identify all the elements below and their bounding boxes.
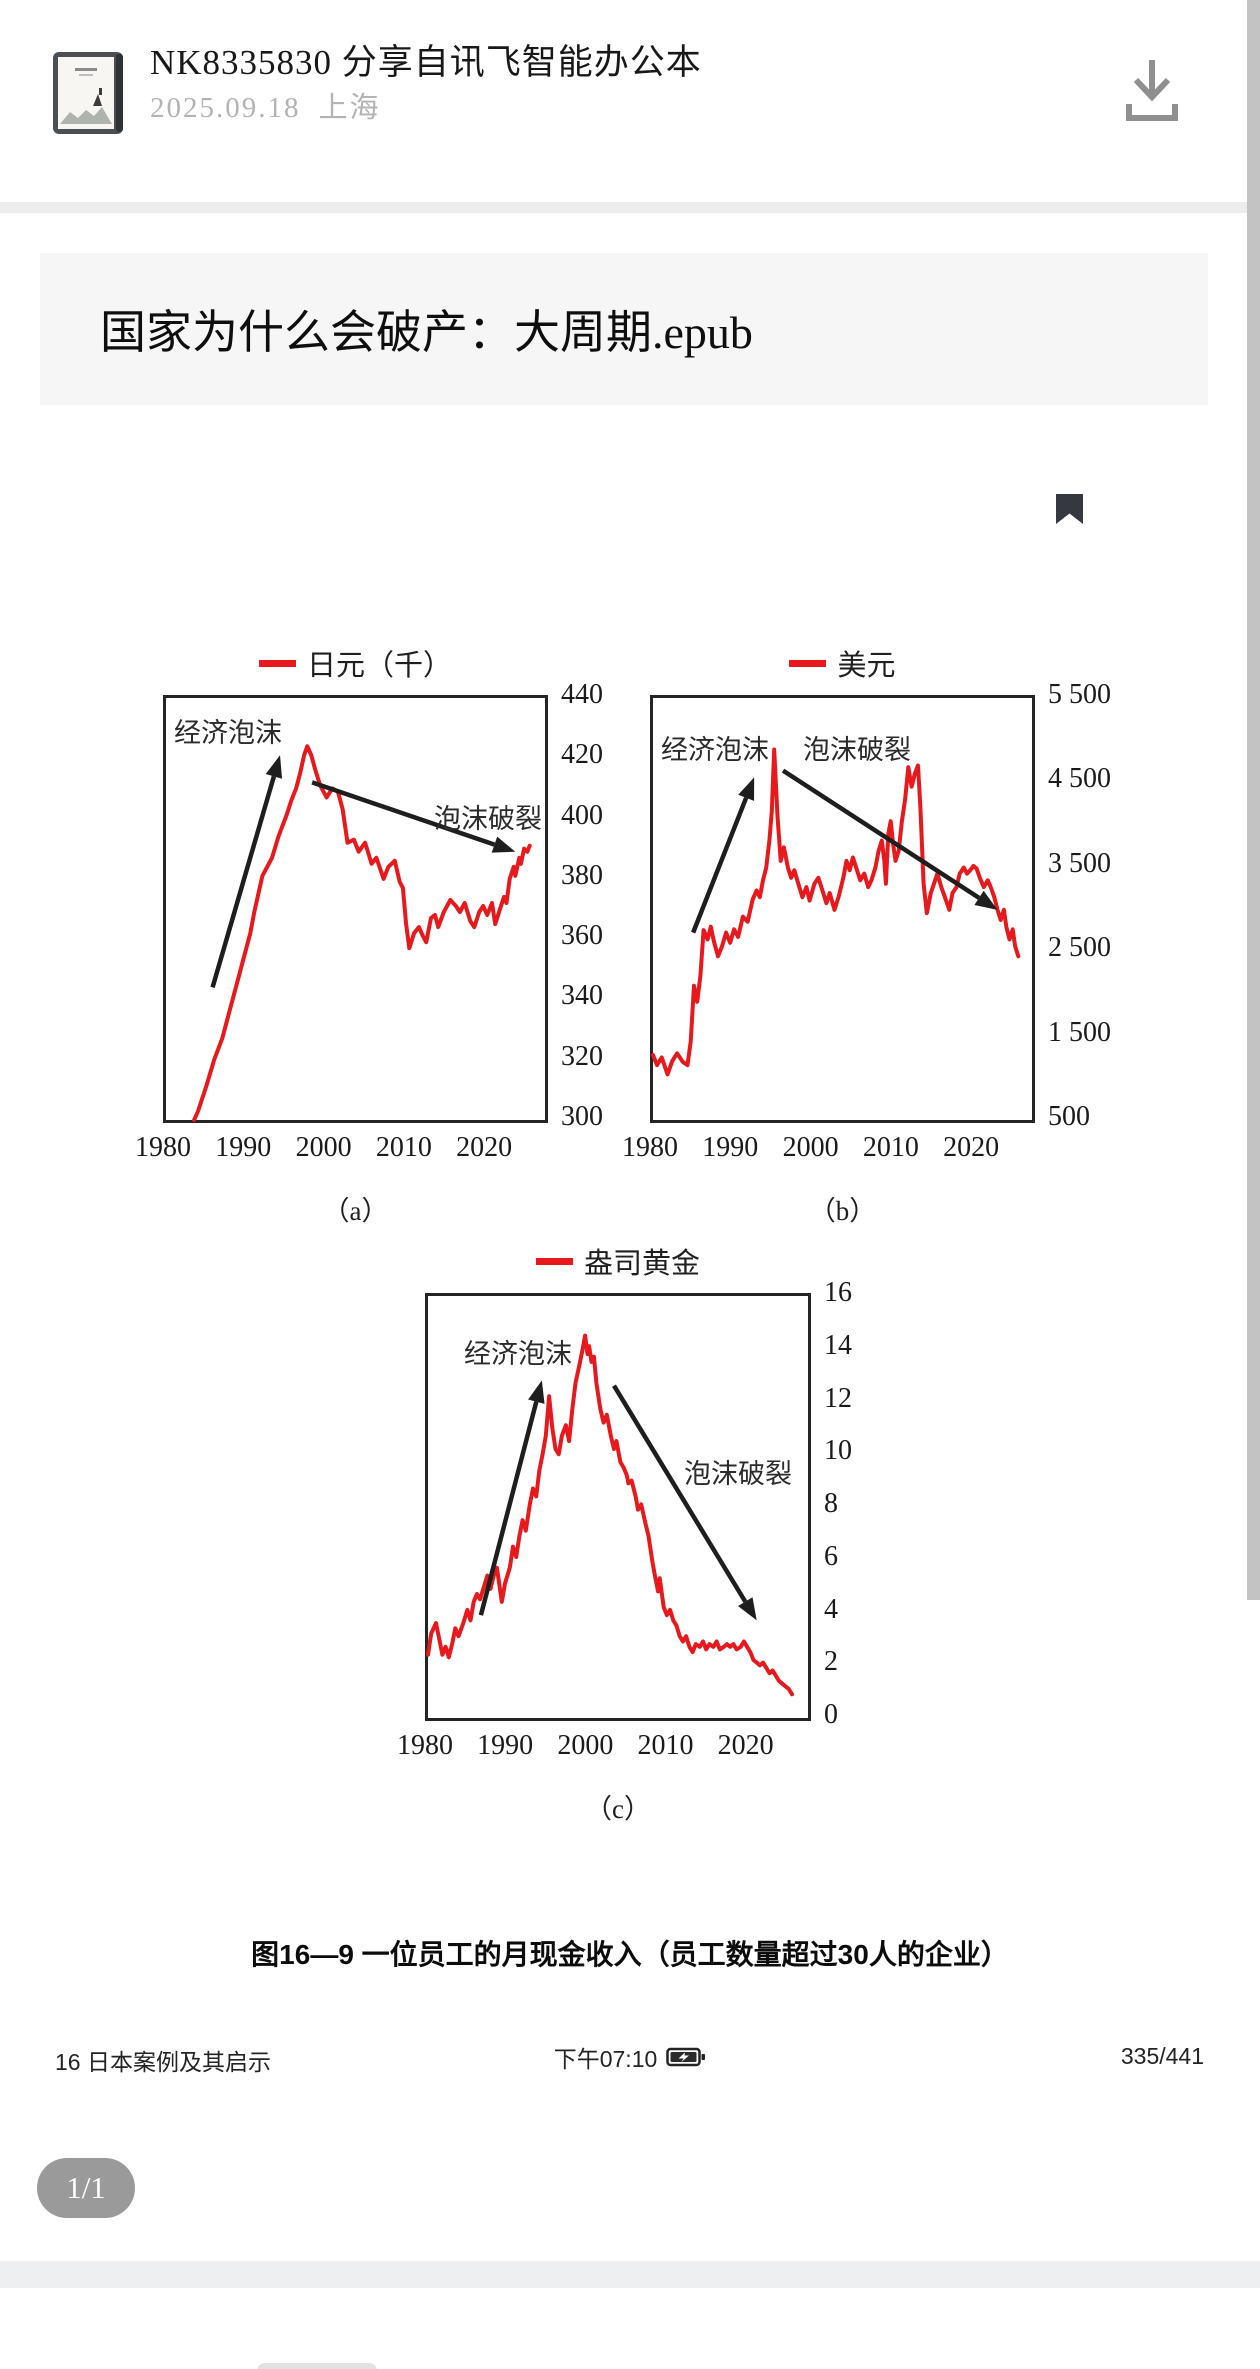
x-tick-label: 1980: [135, 1132, 191, 1163]
chart-b-plot-area: 经济泡沫 泡沫破裂: [650, 695, 1035, 1123]
chart-a-sublabel: （a）: [322, 1196, 389, 1226]
y-tick-label: 360: [561, 920, 603, 952]
x-tick-label: 2020: [717, 1730, 774, 1761]
chart-c-legend-label: 盎司黄金: [583, 1248, 700, 1280]
y-tick-label: 8: [824, 1488, 838, 1519]
x-tick-label: 2010: [862, 1132, 919, 1163]
share-date: 2025.09.18: [150, 92, 301, 124]
y-tick-label: 5 500: [1048, 679, 1111, 710]
chart-b-line-plot: [651, 747, 1021, 1077]
red-line-legend-marker: [258, 659, 296, 667]
chart-b-legend: 美元: [650, 647, 1035, 682]
x-tick-label: 1990: [477, 1730, 534, 1761]
chart-c-line-plot: [426, 1333, 794, 1697]
y-tick-label: 2: [824, 1646, 838, 1678]
annotation-economic-bubble: 经济泡沫: [464, 1339, 572, 1369]
battery-icon: [666, 2047, 706, 2067]
y-tick-label: 4 500: [1048, 763, 1111, 795]
y-tick-label: 10: [824, 1435, 852, 1467]
bottom-divider: [0, 2261, 1260, 2288]
y-tick-label: 380: [561, 859, 603, 891]
y-tick-label: 500: [1048, 1101, 1090, 1132]
bottom-sheet-edge: [257, 2363, 377, 2369]
page-indicator-badge: 1/1: [37, 2158, 135, 2218]
y-tick-label: 1 500: [1048, 1016, 1111, 1048]
x-tick-label: 2000: [557, 1730, 614, 1761]
annotation-economic-bubble: 经济泡沫: [174, 718, 282, 748]
red-line-legend-marker: [535, 1257, 573, 1265]
y-tick-label: 420: [561, 739, 603, 771]
chart-a-x-axis: 1980 1990 2000 2010 2020: [135, 1132, 548, 1168]
y-tick-label: 2 500: [1048, 932, 1111, 964]
chart-c-legend: 盎司黄金: [425, 1245, 811, 1280]
x-tick-label: 2010: [637, 1730, 694, 1761]
chart-b-sublabel: （b）: [808, 1196, 877, 1226]
reader-footer: 16 日本案例及其启示 下午07:10 335/441: [0, 2040, 1260, 2075]
y-tick-label: 6: [824, 1540, 838, 1572]
chart-a-legend-label: 日元（千）: [306, 650, 452, 682]
chart-c-x-axis: 1980 1990 2000 2010 2020: [397, 1730, 811, 1766]
x-tick-label: 2000: [782, 1132, 839, 1163]
y-tick-label: 12: [824, 1382, 852, 1414]
chart-b-usd: 美元 经济泡沫 泡沫破裂 5 500 4 500 3 500 2 500 1 500 50…: [622, 650, 1111, 1226]
download-icon[interactable]: [1116, 52, 1188, 130]
y-tick-label: 3 500: [1048, 847, 1111, 879]
chart-c-plot-area: 经济泡沫 泡沫破裂: [425, 1293, 811, 1721]
chart-b-legend-label: 美元: [837, 650, 896, 682]
device-thumbnail[interactable]: [48, 50, 128, 136]
share-header: NK8335830 分享自讯飞智能办公本 2025.09.18 上海: [0, 0, 1260, 202]
x-tick-label: 2020: [456, 1132, 513, 1163]
y-tick-label: 0: [824, 1699, 838, 1730]
x-tick-label: 2020: [943, 1132, 1000, 1163]
chart-a-line-plot: [192, 744, 532, 1122]
file-title: 国家为什么会破产：大周期.epub: [100, 307, 753, 358]
x-tick-label: 1990: [215, 1132, 272, 1163]
y-tick-label: 16: [824, 1277, 852, 1308]
footer-center: 下午07:10: [0, 2040, 1260, 2074]
chart-a-plot-area: 经济泡沫 泡沫破裂: [163, 695, 548, 1123]
share-title: NK8335830 分享自讯飞智能办公本: [150, 43, 702, 82]
chart-a-legend: 日元（千）: [163, 647, 548, 682]
x-tick-label: 2000: [295, 1132, 352, 1163]
y-tick-label: 440: [561, 679, 603, 710]
chart-c-y-axis: 16 14 12 10 8 6 4 2 0: [824, 1277, 944, 1730]
y-tick-label: 320: [561, 1040, 603, 1072]
annotation-bubble-burst: 泡沫破裂: [684, 1459, 792, 1489]
chart-c-gold: 盎司黄金 经济泡沫 泡沫破裂 16 14 12 10 8 6 4 2 0 1980 1990 200…: [397, 1248, 852, 1824]
bookmark-icon[interactable]: [1056, 494, 1083, 524]
chapter-title: 16 日本案例及其启示: [55, 2049, 271, 2075]
scrollbar-thumb[interactable]: [1247, 0, 1260, 1600]
red-line-legend-marker: [789, 659, 827, 667]
chart-b-x-axis: 1980 1990 2000 2010 2020: [622, 1132, 1035, 1168]
chart-b-y-axis: 5 500 4 500 3 500 2 500 1 500 500: [1048, 679, 1168, 1132]
y-tick-label: 4: [824, 1593, 838, 1625]
header-divider: [0, 202, 1260, 213]
x-tick-label: 1980: [622, 1132, 678, 1163]
share-location: 上海: [318, 92, 381, 124]
y-tick-label: 400: [561, 799, 603, 831]
x-tick-label: 1980: [397, 1730, 453, 1761]
share-meta: 2025.09.18 上海: [150, 84, 381, 126]
x-tick-label: 2010: [375, 1132, 432, 1163]
annotation-economic-bubble: 经济泡沫: [661, 735, 769, 765]
clock-time: 下午07:10: [553, 2046, 658, 2072]
chart-c-sublabel: （c）: [585, 1794, 651, 1824]
y-tick-label: 340: [561, 980, 603, 1012]
x-tick-label: 1990: [702, 1132, 759, 1163]
annotation-bubble-burst: 泡沫破裂: [803, 735, 911, 765]
chart-a-y-axis: 440 420 400 380 360 340 320 300: [561, 679, 681, 1132]
annotation-bubble-burst: 泡沫破裂: [434, 804, 542, 834]
page-number: 335/441: [1120, 2043, 1204, 2069]
y-tick-label: 14: [824, 1329, 852, 1361]
y-tick-label: 300: [561, 1101, 603, 1132]
figure-caption: 图16—9 一位员工的月现金收入（员工数量超过30人的企业）: [251, 1939, 1009, 1970]
chart-a-yen: 日元（千） 经济泡沫 泡沫破裂 440 420 400 380 360 340 320 300…: [135, 650, 603, 1226]
file-title-card: 国家为什么会破产：大周期.epub: [40, 253, 1208, 405]
